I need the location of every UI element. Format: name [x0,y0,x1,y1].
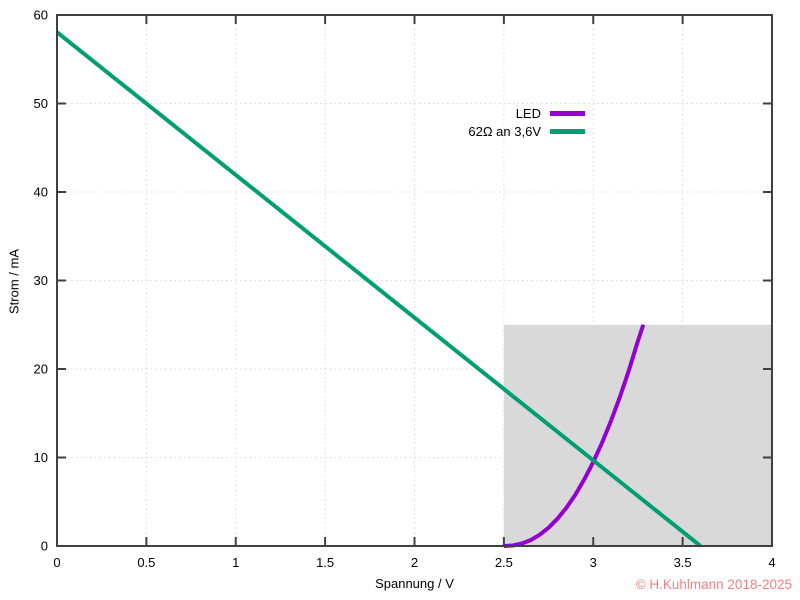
x-axis-title: Spannung / V [375,576,454,591]
y-tick-label: 50 [34,96,48,111]
legend-label-led: LED [515,106,541,121]
led-curve [503,324,646,548]
y-tick-label: 0 [41,539,48,554]
y-tick-label: 20 [34,362,48,377]
x-tick-label: 0 [53,555,60,570]
resistor-load-line [55,30,702,548]
y-tick-label: 40 [34,185,48,200]
legend-swatch-led [550,111,585,116]
x-tick-label: 2 [411,555,418,570]
operating-region [503,324,772,546]
x-tick-label: 1 [232,555,239,570]
x-tick-label: 4 [768,555,775,570]
legend-item-resistor: 62Ω an 3,6V [468,124,585,139]
y-axis-title: Strom / mA [6,249,22,315]
legend: LED 62Ω an 3,6V [468,106,585,139]
x-tick-label: 3.5 [674,555,692,570]
legend-label-resistor: 62Ω an 3,6V [468,124,541,139]
x-tick-label: 3 [590,555,597,570]
copyright-watermark: © H.Kuhlmann 2018-2025 [635,577,792,592]
legend-swatch-resistor [550,129,585,134]
legend-item-led: LED [468,106,585,121]
y-tick-label: 10 [34,450,48,465]
x-tick-label: 1.5 [316,555,334,570]
x-tick-label: 2.5 [495,555,513,570]
y-tick-label: 60 [34,8,48,23]
y-tick-label: 30 [34,273,48,288]
x-tick-label: 0.5 [137,555,155,570]
